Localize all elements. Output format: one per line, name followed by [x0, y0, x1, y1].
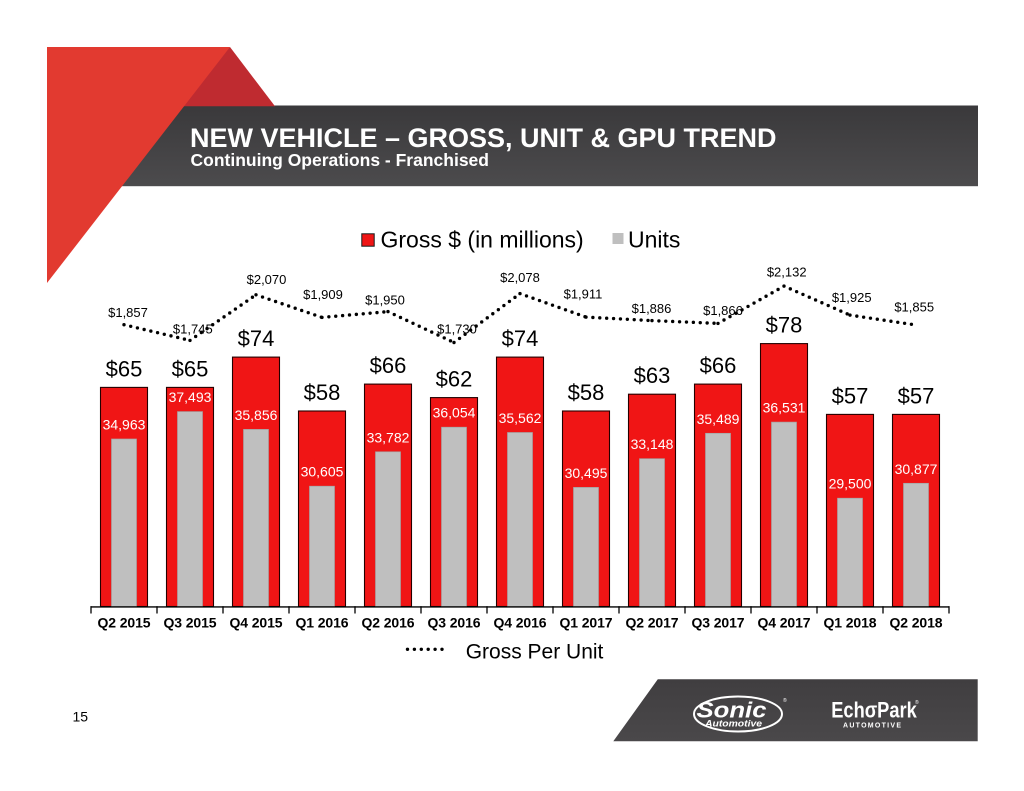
svg-text:$1,911: $1,911 [564, 286, 603, 301]
svg-text:Q4 2015: Q4 2015 [229, 615, 282, 631]
svg-text:$66: $66 [700, 353, 737, 378]
svg-text:$2,070: $2,070 [247, 272, 287, 287]
svg-text:36,054: 36,054 [433, 405, 476, 421]
svg-text:$2,078: $2,078 [500, 270, 540, 285]
svg-text:Units: Units [628, 227, 680, 253]
svg-text:$58: $58 [568, 380, 605, 405]
svg-text:$57: $57 [832, 383, 869, 408]
svg-text:Q4 2016: Q4 2016 [493, 615, 546, 631]
svg-text:Sonic: Sonic [697, 698, 767, 723]
svg-text:$2,132: $2,132 [767, 264, 807, 279]
svg-text:Q1 2016: Q1 2016 [295, 615, 348, 631]
svg-text:AUTOMOTIVE: AUTOMOTIVE [843, 723, 903, 730]
svg-text:$1,745: $1,745 [173, 322, 213, 337]
svg-text:Q1 2017: Q1 2017 [559, 615, 612, 631]
svg-text:$74: $74 [238, 326, 275, 351]
svg-text:35,489: 35,489 [697, 411, 740, 427]
svg-text:37,493: 37,493 [169, 389, 212, 405]
svg-text:$57: $57 [898, 383, 935, 408]
svg-text:$1,909: $1,909 [303, 287, 343, 302]
svg-text:34,963: 34,963 [103, 417, 146, 433]
svg-text:30,605: 30,605 [301, 464, 344, 480]
svg-text:35,856: 35,856 [235, 407, 278, 423]
svg-text:36,531: 36,531 [763, 400, 806, 416]
svg-text:30,877: 30,877 [895, 461, 938, 477]
svg-text:$1,857: $1,857 [108, 305, 148, 320]
svg-text:$66: $66 [370, 353, 407, 378]
svg-text:Q4 2017: Q4 2017 [757, 615, 810, 631]
svg-text:$1,866: $1,866 [703, 303, 743, 318]
svg-text:$62: $62 [436, 367, 473, 392]
svg-text:$1,886: $1,886 [632, 301, 672, 316]
svg-text:Q3 2015: Q3 2015 [163, 615, 216, 631]
svg-text:Q2 2017: Q2 2017 [625, 615, 678, 631]
svg-text:Automotive: Automotive [704, 719, 762, 729]
svg-text:NEW VEHICLE – GROSS, UNIT & GP: NEW VEHICLE – GROSS, UNIT & GPU TREND [190, 123, 777, 153]
svg-text:$63: $63 [634, 363, 671, 388]
svg-text:Gross Per Unit: Gross Per Unit [466, 640, 604, 663]
svg-text:$58: $58 [304, 380, 341, 405]
svg-text:Q2 2018: Q2 2018 [889, 615, 942, 631]
svg-text:EchσPark: EchσPark [831, 697, 917, 722]
svg-text:®: ® [783, 697, 787, 704]
svg-text:Continuing Operations - Franch: Continuing Operations - Franchised [191, 150, 489, 170]
svg-text:Q3 2016: Q3 2016 [427, 615, 480, 631]
svg-text:35,562: 35,562 [499, 410, 542, 426]
svg-text:33,148: 33,148 [631, 436, 674, 452]
svg-text:Q2 2015: Q2 2015 [97, 615, 150, 631]
svg-text:$65: $65 [172, 356, 209, 381]
svg-text:15: 15 [73, 709, 89, 725]
svg-text:Q1 2018: Q1 2018 [823, 615, 876, 631]
svg-text:$1,855: $1,855 [894, 299, 934, 314]
svg-text:$65: $65 [106, 356, 143, 381]
svg-text:33,782: 33,782 [367, 429, 410, 445]
svg-text:$1,925: $1,925 [832, 290, 872, 305]
svg-text:Q3 2017: Q3 2017 [691, 615, 744, 631]
svg-text:29,500: 29,500 [829, 476, 872, 492]
svg-text:Q2 2016: Q2 2016 [361, 615, 414, 631]
svg-text:®: ® [915, 699, 919, 706]
svg-text:$1,950: $1,950 [365, 292, 405, 307]
svg-text:$1,730: $1,730 [437, 322, 477, 337]
svg-text:30,495: 30,495 [565, 465, 608, 481]
svg-text:$78: $78 [766, 313, 803, 338]
svg-text:$74: $74 [502, 326, 539, 351]
svg-text:Gross $ (in millions): Gross $ (in millions) [381, 227, 584, 253]
